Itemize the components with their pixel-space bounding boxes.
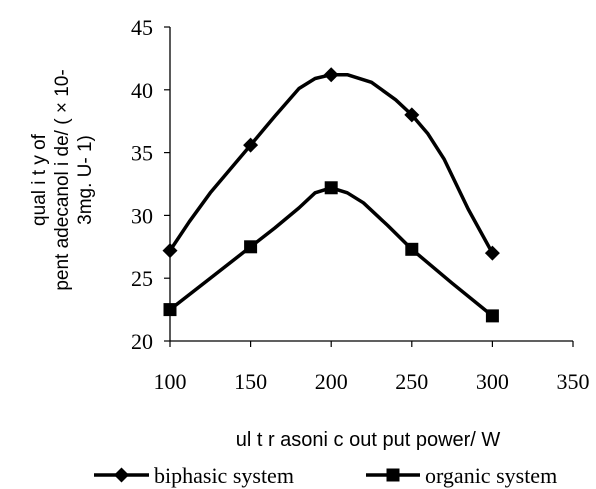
legend: biphasic system organic system: [94, 463, 557, 488]
x-tick-label: 250: [395, 369, 428, 394]
y-tick-label: 20: [131, 329, 153, 354]
legend-item: biphasic system: [94, 463, 294, 488]
x-tick-label: 200: [315, 369, 348, 394]
y-tick-label: 40: [131, 78, 153, 103]
y-axis-label-line-3: 3mg. U- 1): [75, 135, 96, 225]
x-tick-label: 350: [557, 369, 590, 394]
series-organic-system: [163, 181, 499, 323]
legend-marker-diamond: [114, 467, 129, 483]
data-point-square: [244, 240, 258, 254]
data-point-square: [324, 181, 338, 195]
y-tick-label: 45: [131, 15, 153, 40]
x-axis-label: ul t r asoni c out put power/ W: [236, 429, 501, 451]
tick-labels: 20 25 30 35 40 45 100 150 200 250 300 350: [131, 15, 590, 394]
data-point-diamond: [404, 107, 420, 123]
y-axis-label: qual i t y of pent adecanol i de/ ( × 10…: [29, 69, 96, 290]
legend-marker-square: [386, 468, 400, 482]
data-point-square: [163, 303, 177, 317]
x-tick-label: 100: [154, 369, 187, 394]
x-tick-label: 150: [234, 369, 267, 394]
series-line: [168, 72, 494, 254]
legend-label: biphasic system: [154, 463, 294, 488]
y-tick-label: 35: [131, 141, 153, 166]
y-tick-label: 25: [131, 266, 153, 291]
data-point-diamond: [162, 243, 178, 259]
y-tick-label: 30: [131, 203, 153, 228]
data-point-diamond: [484, 245, 500, 261]
legend-label: organic system: [425, 463, 557, 488]
data-point-diamond: [323, 67, 339, 83]
axes: [164, 26, 574, 347]
data-point-square: [485, 309, 499, 323]
y-axis-label-line-2: pent adecanol i de/ ( × 10-: [52, 69, 73, 290]
y-axis-label-line-1: qual i t y of: [29, 133, 50, 226]
data-point-diamond: [243, 137, 259, 153]
series-biphasic-system: [162, 67, 500, 261]
legend-item: organic system: [366, 463, 557, 488]
data-series: [162, 67, 500, 323]
series-line: [168, 186, 494, 318]
data-point-square: [405, 242, 419, 256]
x-tick-label: 300: [476, 369, 509, 394]
